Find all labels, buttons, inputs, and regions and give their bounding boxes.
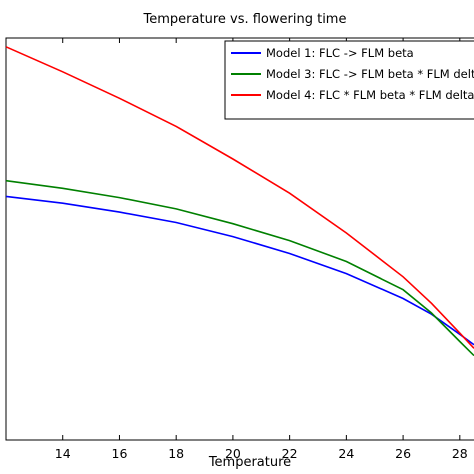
series-layer: [5, 46, 474, 357]
x-tick-label: 16: [112, 446, 128, 461]
legend-entry: Model 4: FLC * FLM beta * FLM delta: [266, 88, 474, 102]
x-tick-label: 22: [282, 446, 298, 461]
legend: Model 1: FLC -> FLM beta Model 3: FLC -> …: [224, 40, 474, 120]
legend-box: [224, 40, 474, 120]
x-tick-label: 28: [452, 446, 468, 461]
x-axis-label: Temperature: [208, 455, 291, 470]
x-tick-label: 20: [225, 446, 241, 461]
series-line-2: [5, 179, 474, 357]
x-axis: 14 16 18 20 22 24 26 28: [55, 38, 468, 461]
x-tick-label: 18: [168, 446, 184, 461]
chart-title: Temperature vs. flowering time: [143, 12, 347, 27]
plot-area-frame: [5, 37, 474, 441]
legend-entry: Model 3: FLC -> FLM beta * FLM delta: [266, 67, 474, 81]
legend-entry: Model 1: FLC -> FLM beta: [266, 46, 414, 60]
x-tick-label: 14: [55, 446, 71, 461]
series-line-3: [5, 46, 474, 349]
series-line-1: [5, 195, 474, 346]
x-tick-label: 24: [338, 446, 354, 461]
x-tick-label: 26: [395, 446, 411, 461]
